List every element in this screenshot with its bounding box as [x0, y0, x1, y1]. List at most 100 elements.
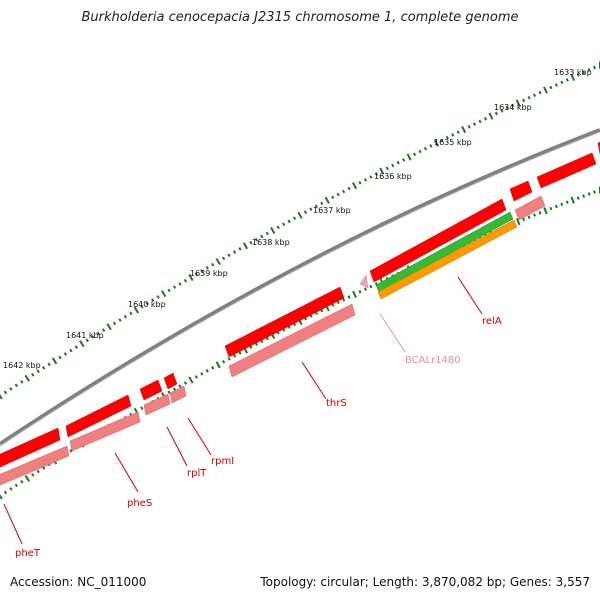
gene-block-phet[interactable]: [0, 427, 61, 468]
ruler-inner-tick: [9, 487, 13, 491]
ruler-outer-tick: [440, 138, 444, 143]
ruler-inner-tick: [593, 190, 597, 194]
ruler-outer-tick: [194, 272, 198, 277]
gene-label-phes[interactable]: pheS: [127, 498, 152, 509]
forward-strand-features: [0, 141, 600, 468]
kbp-label-1636: 1636 kbp: [374, 172, 412, 181]
gene-block-rplt[interactable]: [139, 379, 163, 401]
ruler-inner-tick: [549, 206, 553, 211]
ruler-inner-tick: [560, 202, 564, 207]
genome-backbone: [0, 128, 600, 446]
ruler-outer-tick: [265, 231, 269, 236]
shadow-block-phet: [0, 445, 70, 486]
ruler-outer-tick: [178, 282, 182, 286]
ruler-inner-tick: [215, 361, 221, 369]
ruler-outer-tick: [51, 357, 58, 365]
ruler-inner-tick: [3, 490, 8, 495]
gene-block-2[interactable]: [536, 152, 597, 189]
ruler-outer-tick: [118, 318, 122, 322]
ruler-outer-tick: [433, 139, 439, 147]
ruler-inner-tick: [533, 213, 537, 217]
ruler-outer-tick: [570, 73, 576, 81]
ruler-outer-tick: [96, 331, 100, 336]
ruler-inner-tick: [227, 357, 231, 361]
ruler-inner-tick: [543, 207, 548, 215]
green-feature[interactable]: [375, 211, 514, 293]
ruler-outer-tick: [211, 262, 215, 267]
ruler-outer-tick: [24, 374, 31, 382]
ruler-outer-tick: [593, 65, 597, 70]
gene-label-thrs[interactable]: thrS: [326, 398, 347, 409]
ruler-outer-tick: [183, 278, 188, 283]
ruler-inner-tick: [527, 215, 531, 219]
leader-rpmi: [187, 417, 212, 456]
ruler-outer-tick: [576, 73, 580, 77]
ruler-outer-tick: [331, 195, 335, 200]
ruler-outer-tick: [500, 109, 504, 113]
ruler-outer-tick: [538, 90, 542, 95]
gene-block-phes[interactable]: [65, 394, 132, 438]
ruler-outer-tick: [9, 387, 13, 391]
ruler-labels: 1633 kbp 1634 kbp 1635 kbp 1636 kbp 1637…: [3, 68, 592, 370]
ruler-inner-tick: [69, 449, 73, 453]
ruler-outer-tick: [227, 253, 231, 258]
gene-label-rplt[interactable]: rplT: [187, 468, 207, 479]
kbp-label-1633: 1633 kbp: [554, 68, 592, 77]
ruler-outer-tick: [205, 266, 209, 270]
ruler-inner-tick: [582, 194, 586, 198]
ruler-outer-tick: [160, 290, 167, 298]
ruler-inner-tick: [0, 494, 3, 500]
ruler-outer-tick: [133, 306, 140, 314]
ruler-outer-tick: [287, 219, 291, 224]
leader-phes: [114, 452, 139, 493]
leader-phet: [3, 503, 23, 545]
map-title: Burkholderia cenocepacia J2315 chromosom…: [81, 10, 519, 25]
ruler-outer-tick: [282, 222, 286, 227]
rna-feature-bcalr1480[interactable]: [359, 274, 369, 289]
ruler-outer-tick: [188, 273, 194, 281]
kbp-label-1641: 1641 kbp: [66, 331, 104, 340]
ruler-inner-tick: [238, 351, 242, 355]
gene-block-thrs[interactable]: [224, 286, 345, 358]
ruler-outer-tick: [232, 250, 237, 254]
ruler-outer-tick: [151, 298, 155, 302]
ruler-outer-tick: [445, 135, 449, 140]
ruler-outer-tick: [402, 158, 406, 162]
ruler-outer-tick: [352, 182, 358, 190]
ruler-outer-tick: [238, 247, 242, 251]
ruler-outer-tick: [478, 119, 482, 124]
gene-label-rela[interactable]: relA: [482, 316, 502, 327]
ruler-outer-tick: [587, 68, 591, 72]
ruler-outer-tick: [58, 355, 62, 360]
ruler-outer-tick: [172, 285, 177, 289]
label-leader-lines: [3, 276, 483, 545]
ruler-outer-tick: [488, 112, 494, 120]
ruler-inner-tick: [183, 381, 188, 385]
ruler-outer-tick: [63, 352, 68, 356]
orange-feature[interactable]: [377, 219, 518, 300]
gene-label-bcalr1480[interactable]: BCALr1480: [405, 355, 461, 366]
ruler-outer-tick: [249, 240, 253, 245]
ruler-outer-tick: [140, 304, 144, 309]
ruler-outer-tick: [297, 211, 303, 219]
gene-block-1[interactable]: [509, 180, 533, 202]
kbp-label-1635: 1635 kbp: [434, 138, 472, 147]
ruler-outer-tick: [549, 85, 553, 90]
ruler-outer-tick: [242, 242, 249, 250]
leader-rplt: [166, 426, 188, 467]
ruler-outer-tick: [396, 160, 400, 165]
gene-label-phet[interactable]: pheT: [15, 548, 41, 559]
gene-block-rpmi[interactable]: [163, 372, 178, 390]
leader-bcalr1480: [379, 313, 406, 353]
ruler-outer-tick: [91, 335, 95, 339]
ruler-outer-tick: [320, 201, 324, 206]
gene-labels: relA BCALr1480 thrS rpmI rplT pheS pheT: [15, 316, 502, 559]
ruler-outer-tick: [324, 196, 330, 204]
ruler-outer-tick: [543, 86, 548, 94]
gene-label-rpmi[interactable]: rpmI: [211, 456, 234, 467]
genome-summary-text: Topology: circular; Length: 3,870,082 bp…: [260, 575, 590, 589]
gene-block-rela[interactable]: [369, 198, 507, 283]
kbp-label-1637: 1637 kbp: [313, 206, 351, 215]
kbp-label-1634: 1634 kbp: [494, 103, 532, 112]
ruler-inner-tick: [211, 366, 215, 370]
